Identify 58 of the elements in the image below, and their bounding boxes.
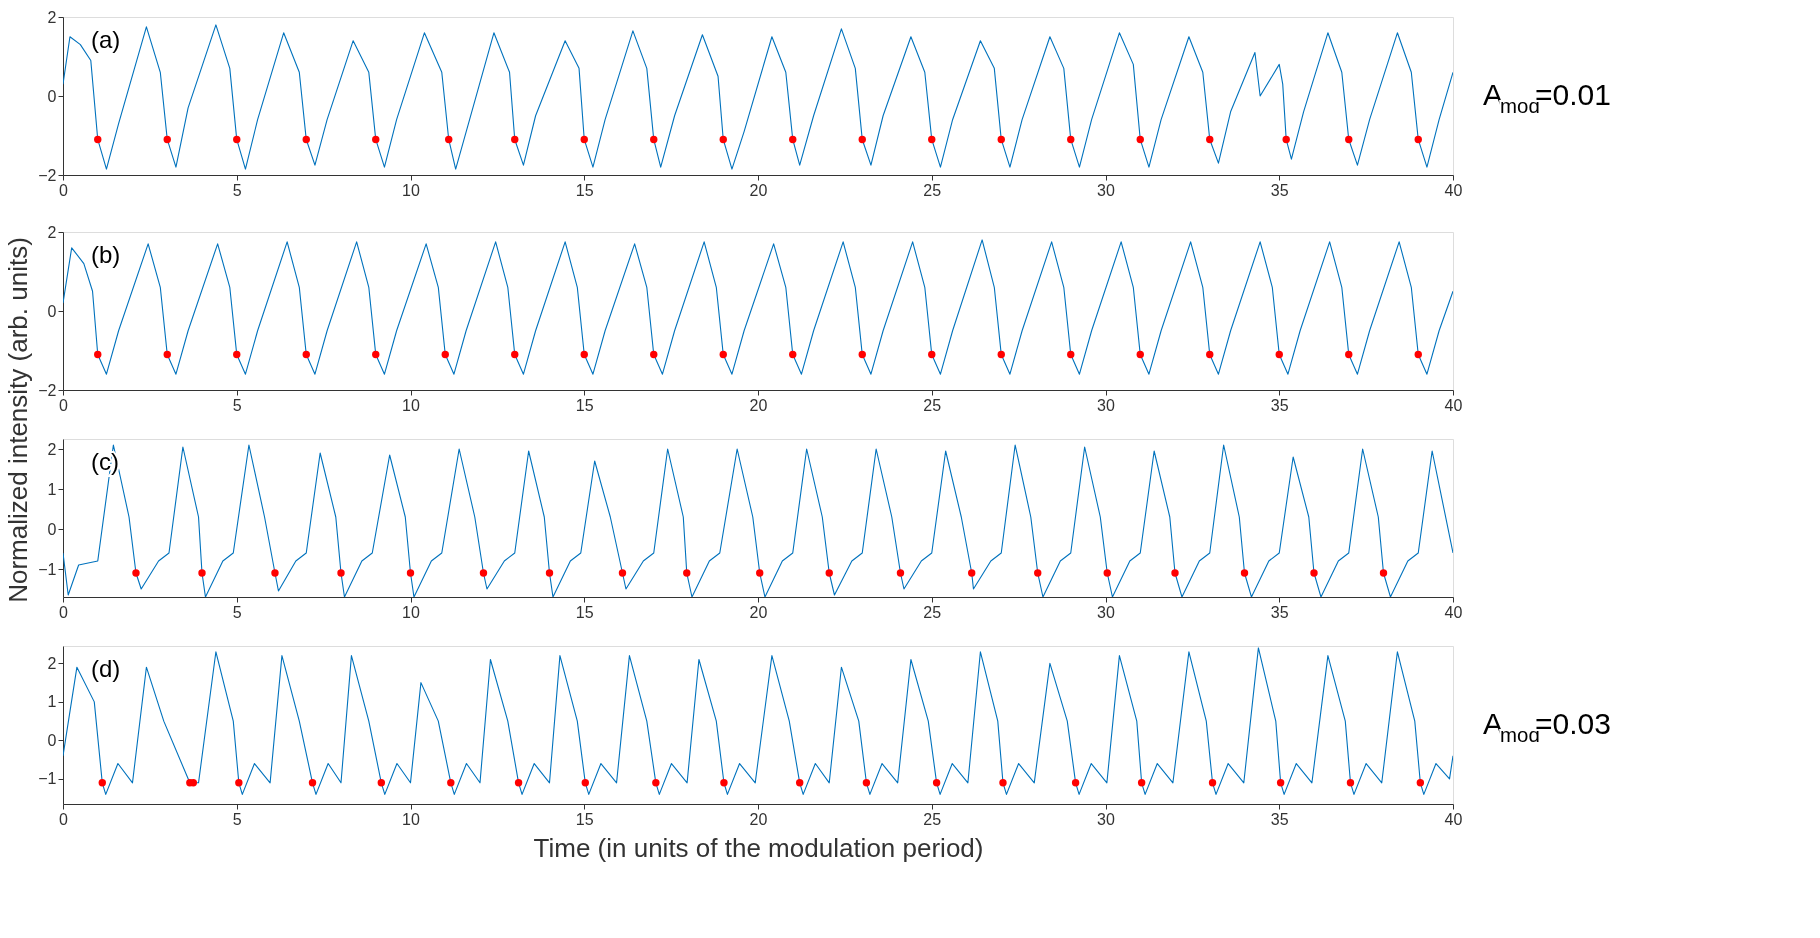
x-tick-label: 5 [232,603,242,621]
y-tick-label: 0 [47,87,57,105]
x-tick-label: 30 [1097,396,1115,414]
x-tick-label: 40 [1444,181,1463,199]
x-tick-label: 35 [1270,603,1289,621]
line-series [63,647,1453,795]
y-tick-label: 2 [47,654,57,672]
x-tick-label: 0 [59,603,69,621]
annotation: (d) [91,655,121,682]
x-tick-label: 5 [232,396,242,414]
x-tick-label: 40 [1444,603,1463,621]
x-tick-label: 25 [923,810,942,828]
x-tick-label: 10 [402,396,420,414]
x-tick-label: 15 [575,396,594,414]
line-series [63,239,1453,375]
y-tick-label: 0 [47,520,57,538]
x-tick-label: 20 [749,810,768,828]
y-tick-label: −1 [38,560,57,578]
y-tick-label: 2 [47,8,57,26]
x-tick-label: 30 [1097,603,1115,621]
y-tick-label: −2 [38,381,57,399]
x-tick-label: 10 [402,603,420,621]
x-tick-label: 15 [575,603,594,621]
x-tick-label: 0 [59,181,69,199]
line-series [63,24,1453,170]
x-tick-label: 5 [232,810,242,828]
x-tick-label: 30 [1097,181,1115,199]
x-tick-label: 25 [923,603,942,621]
annotation: (b) [91,241,121,268]
y-tick-label: 1 [47,480,57,498]
x-tick-label: 15 [575,810,594,828]
x-tick-label: 20 [749,396,768,414]
x-tick-label: 40 [1444,810,1463,828]
x-tick-label: 25 [923,181,942,199]
x-tick-label: 35 [1270,396,1289,414]
x-tick-label: 0 [59,810,69,828]
x-tick-label: 0 [59,396,69,414]
x-tick-label: 20 [749,181,768,199]
y-tick-label: −2 [38,166,57,184]
x-tick-label: 20 [749,603,768,621]
y-tick-label: 2 [47,223,57,241]
x-tick-label: 35 [1270,810,1289,828]
x-tick-label: 25 [923,396,942,414]
y-tick-label: −1 [38,770,57,788]
x-tick-label: 10 [402,181,420,199]
x-tick-label: 10 [402,810,420,828]
x-tick-label: 5 [232,181,242,199]
y-tick-label: 0 [47,302,57,320]
x-tick-label: 30 [1097,810,1115,828]
y-tick-label: 1 [47,693,57,711]
y-axis-title: Normalized intensity (arb. units) [3,237,33,603]
x-axis-title: Time (in units of the modulation period) [533,832,984,863]
x-tick-label: 15 [575,181,594,199]
x-tick-label: 40 [1444,396,1463,414]
annotation: (a) [91,26,121,53]
y-tick-label: 2 [47,440,57,458]
x-tick-label: 35 [1270,181,1289,199]
y-tick-label: 0 [47,731,57,749]
